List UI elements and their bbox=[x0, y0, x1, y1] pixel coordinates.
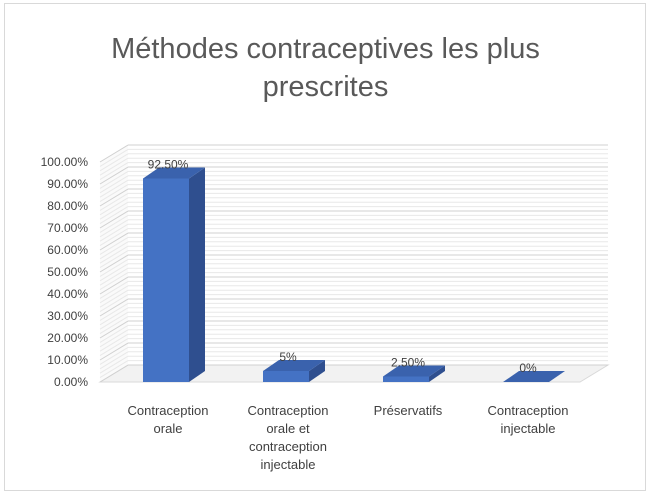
gridline-side bbox=[99, 206, 129, 225]
x-tick-label: Contraception orale bbox=[108, 402, 228, 438]
x-tick-label-line: orale et bbox=[266, 421, 310, 436]
x-tick-label: Préservatifs bbox=[348, 402, 468, 420]
gridline-side bbox=[99, 219, 129, 238]
gridline-side bbox=[99, 188, 129, 207]
gridline-side bbox=[99, 355, 129, 374]
data-label: 92.50% bbox=[148, 158, 189, 172]
gridline-side bbox=[99, 184, 129, 203]
x-tick-label-line: Préservatifs bbox=[373, 403, 443, 418]
gridline-side bbox=[99, 153, 129, 172]
gridline-side bbox=[99, 294, 129, 313]
y-tick-label: 90.00% bbox=[47, 177, 88, 191]
x-tick-label-line: Contraception bbox=[487, 403, 569, 418]
bar-top bbox=[383, 365, 445, 377]
y-tick-label: 60.00% bbox=[47, 243, 88, 257]
x-tick-label-line: orale bbox=[153, 421, 183, 436]
x-tick-label: Contraception injectable bbox=[468, 402, 588, 438]
y-tick-label: 0.00% bbox=[54, 375, 88, 389]
x-tick-label-line: injectable bbox=[260, 457, 316, 472]
gridline-side bbox=[99, 236, 129, 255]
gridline-side bbox=[99, 289, 129, 308]
gridline-side bbox=[99, 360, 129, 379]
gridline-side bbox=[99, 267, 129, 286]
data-label: 0% bbox=[519, 361, 537, 375]
gridline-side bbox=[99, 320, 129, 339]
gridline-side bbox=[99, 338, 129, 357]
bar bbox=[143, 178, 189, 382]
data-label: 2.50% bbox=[391, 356, 425, 370]
gridline-side bbox=[99, 179, 129, 198]
gridline-side bbox=[99, 329, 129, 348]
bar-side bbox=[189, 167, 205, 382]
gridline-side bbox=[99, 192, 129, 211]
gridline-side bbox=[99, 228, 129, 247]
gridline-side bbox=[99, 223, 129, 242]
bar-side bbox=[429, 365, 445, 382]
bar bbox=[263, 371, 309, 382]
gridline-side bbox=[99, 175, 129, 194]
y-tick-label: 10.00% bbox=[47, 353, 88, 367]
gridline-side bbox=[99, 276, 129, 295]
gridline-side bbox=[99, 285, 129, 304]
chart-title: Méthodes contraceptives les plus prescri… bbox=[0, 30, 651, 106]
bar-top bbox=[143, 167, 205, 179]
bar-top bbox=[263, 360, 325, 371]
gridline-side bbox=[99, 316, 129, 335]
gridline-side bbox=[99, 342, 129, 361]
y-tick-label: 40.00% bbox=[47, 287, 88, 301]
gridline-side bbox=[99, 272, 129, 291]
bar-side bbox=[309, 360, 325, 382]
gridline-side bbox=[99, 263, 129, 282]
gridline-side bbox=[99, 148, 129, 167]
bar bbox=[383, 376, 429, 382]
gridline-side bbox=[99, 197, 129, 216]
y-tick-label: 20.00% bbox=[47, 331, 88, 345]
bar-top bbox=[503, 371, 565, 382]
gridline-side bbox=[99, 201, 129, 220]
gridline-side bbox=[99, 170, 129, 189]
y-tick-label: 30.00% bbox=[47, 309, 88, 323]
gridline-side bbox=[99, 280, 129, 299]
x-tick-label-line: contraception bbox=[248, 439, 328, 454]
chart-title-line-2: prescrites bbox=[262, 71, 389, 103]
gridline-side bbox=[99, 214, 129, 233]
data-label: 5% bbox=[279, 350, 297, 364]
gridline-side bbox=[99, 298, 129, 317]
y-tick-label: 70.00% bbox=[47, 221, 88, 235]
gridline-side bbox=[99, 311, 129, 330]
gridline-side bbox=[99, 346, 129, 365]
x-tick-label-line: injectable bbox=[500, 421, 556, 436]
gridline-side bbox=[99, 351, 129, 370]
gridline-side bbox=[99, 241, 129, 260]
gridline-side bbox=[99, 258, 129, 277]
gridline-side bbox=[99, 162, 129, 181]
x-tick-label-line: Contraception bbox=[247, 403, 329, 418]
gridline-side bbox=[99, 232, 129, 251]
y-tick-label: 100.00% bbox=[41, 155, 89, 169]
gridline-side bbox=[99, 302, 129, 321]
gridline-side bbox=[99, 364, 129, 383]
gridline-side bbox=[99, 166, 129, 185]
gridline-side bbox=[99, 324, 129, 343]
gridline-side bbox=[99, 250, 129, 269]
y-tick-label: 80.00% bbox=[47, 199, 88, 213]
chart-title-line-1: Méthodes contraceptives les plus bbox=[111, 33, 540, 65]
gridline-side bbox=[99, 307, 129, 326]
y-tick-label: 50.00% bbox=[47, 265, 88, 279]
gridline-side bbox=[99, 210, 129, 229]
gridline-side bbox=[99, 157, 129, 176]
x-tick-label-line: Contraception bbox=[127, 403, 209, 418]
gridline-side bbox=[99, 245, 129, 264]
gridline-side bbox=[99, 144, 129, 163]
gridline-side bbox=[99, 333, 129, 352]
x-tick-label: Contraception orale et contraception inject… bbox=[228, 402, 348, 474]
gridline-side bbox=[99, 254, 129, 273]
